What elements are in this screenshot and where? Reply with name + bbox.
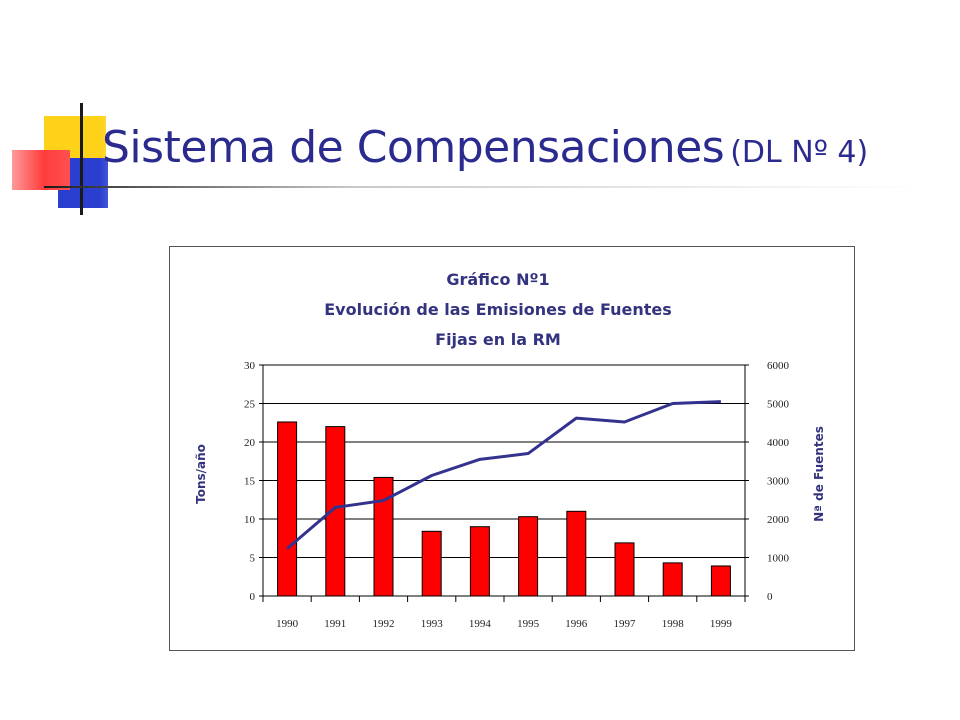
- bar: [421, 530, 442, 597]
- x-tick-label: 1990: [276, 618, 299, 630]
- decor-fade: [100, 110, 240, 210]
- plot-area: 0 5 10 15 20 25 30 0 1000 2000 3000 4000 5000 6000 199…: [244, 360, 790, 630]
- line-series: [286, 400, 721, 550]
- bar: [518, 516, 539, 597]
- bar: [373, 476, 394, 597]
- chart-title-line-1: Gráfico Nº1: [446, 270, 549, 289]
- y-tick-label: 0: [250, 591, 256, 603]
- x-tick-label: 1995: [517, 618, 540, 630]
- y2-tick-label: 5000: [767, 399, 790, 411]
- y-tick-label: 10: [244, 514, 256, 526]
- bar: [710, 565, 731, 597]
- y2-tick-label: 0: [767, 591, 773, 603]
- y-tick-label: 25: [244, 399, 256, 411]
- x-tick-label: 1994: [469, 618, 492, 630]
- bar: [277, 421, 298, 597]
- y-tick-label: 5: [250, 553, 256, 565]
- decor-red-square: [12, 150, 70, 190]
- bar: [614, 542, 635, 597]
- bar: [566, 510, 587, 597]
- slide-title: Sistema de Compensaciones (DL Nº 4): [102, 122, 868, 173]
- decor-horizontal-line: [44, 186, 924, 188]
- y2-axis-label: Nª de Fuentes: [812, 426, 826, 522]
- x-tick-label: 1991: [324, 618, 346, 630]
- y2-tick-label: 4000: [767, 437, 790, 449]
- y2-tick-label: 6000: [767, 360, 790, 372]
- y2-tick-label: 1000: [767, 553, 790, 565]
- chart: Gráfico Nº1 Evolución de las Emisiones d…: [194, 270, 826, 630]
- bar: [662, 562, 683, 597]
- y-tick-label: 30: [244, 360, 256, 372]
- chart-title-line-2: Evolución de las Emisiones de Fuentes: [324, 300, 671, 319]
- bar: [469, 526, 490, 597]
- y2-tick-label: 3000: [767, 476, 790, 488]
- y-axis-label: Tons/año: [194, 444, 208, 504]
- slide-title-sub: (DL Nº 4): [730, 135, 869, 170]
- chart-frame: Gráfico Nº1 Evolución de las Emisiones d…: [169, 246, 855, 651]
- chart-title-line-3: Fijas en la RM: [435, 330, 561, 349]
- x-tick-label: 1993: [421, 618, 444, 630]
- x-tick-label: 1997: [614, 618, 637, 630]
- y-tick-label: 20: [244, 437, 256, 449]
- decor-vertical-line: [80, 103, 83, 215]
- x-tick-label: 1996: [565, 618, 588, 630]
- x-tick-label: 1992: [373, 618, 395, 630]
- x-tick-label: 1998: [662, 618, 685, 630]
- slide-title-main: Sistema de Compensaciones: [102, 122, 725, 173]
- y-tick-label: 15: [244, 476, 256, 488]
- y2-tick-label: 2000: [767, 514, 790, 526]
- x-tick-label: 1999: [710, 618, 733, 630]
